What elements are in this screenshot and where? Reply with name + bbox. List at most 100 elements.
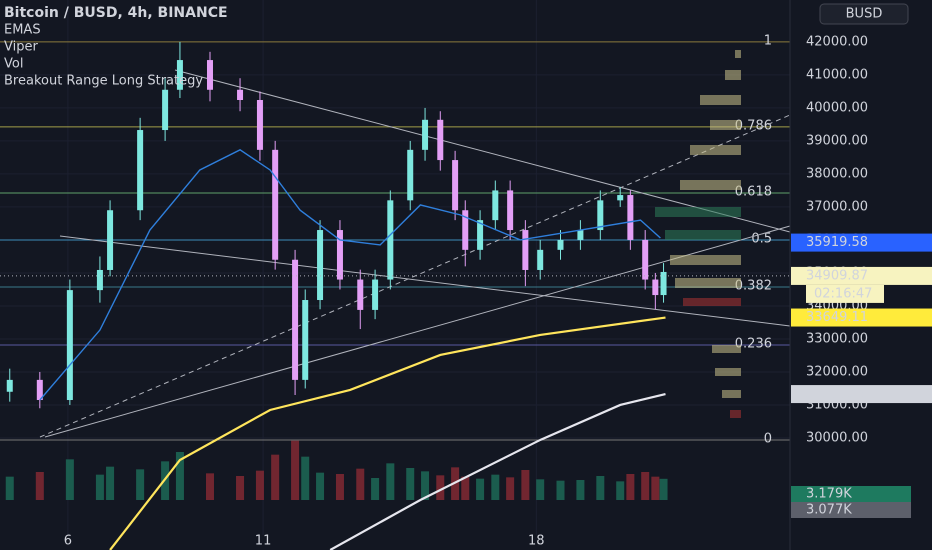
currency-button[interactable]	[819, 3, 909, 25]
fib-label: 0.236	[735, 336, 772, 351]
trend-line	[174, 69, 791, 233]
trend-line	[59, 235, 791, 327]
profile-bar	[680, 180, 741, 190]
candle-body	[407, 149, 414, 201]
legend-item: Vol	[4, 57, 23, 72]
candle-body	[336, 230, 343, 280]
fib-label: 0.786	[735, 118, 772, 133]
profile-bar	[683, 298, 741, 306]
candle-body	[660, 271, 667, 296]
profile-bar	[700, 95, 741, 105]
price-tag-label: 33649.11	[806, 310, 868, 325]
price-tag	[791, 385, 932, 404]
volume-bar	[461, 476, 470, 500]
volume-bar	[35, 472, 44, 500]
volume-bar	[616, 481, 625, 500]
y-tick-label: 33000.00	[806, 331, 868, 346]
candle-body	[372, 279, 379, 310]
candle-body	[462, 210, 469, 250]
volume-bar	[641, 472, 650, 500]
volume-bar	[5, 476, 14, 500]
candle-body	[357, 279, 364, 310]
y-tick-label: 32000.00	[806, 364, 868, 379]
volume-tag-label: 3.179K	[806, 487, 852, 502]
candle-body	[162, 89, 169, 131]
volume-bar	[436, 475, 445, 500]
volume-tag	[791, 486, 911, 502]
volume-tag	[791, 502, 911, 518]
trend-lines	[39, 69, 791, 438]
volume-bar	[205, 473, 214, 500]
indicator-line	[39, 149, 661, 401]
fib-label: 0.382	[735, 278, 772, 293]
profile-bar	[715, 368, 741, 376]
candle-body	[522, 230, 529, 270]
profile-bar	[690, 145, 741, 155]
candle-body	[96, 269, 103, 291]
volume-bar	[536, 479, 545, 500]
candle-body	[256, 100, 263, 150]
candle-body	[597, 200, 604, 231]
profile-bar	[730, 410, 741, 418]
profile-bar	[725, 70, 741, 80]
candle-body	[272, 149, 279, 260]
candle-body	[176, 60, 183, 90]
price-tag	[791, 266, 932, 285]
volume-tag-label: 3.077K	[806, 503, 852, 518]
volume-bar	[476, 478, 485, 500]
candle-body	[507, 190, 514, 231]
x-tick-label: 18	[528, 534, 545, 549]
volume-profile	[655, 50, 741, 418]
volume-bar	[316, 472, 325, 500]
volume-bar	[301, 456, 310, 500]
candle-body	[206, 60, 213, 90]
volume-bar	[335, 474, 344, 500]
candle-body	[577, 230, 584, 240]
profile-bar	[675, 278, 741, 288]
candle-body	[66, 290, 73, 401]
volume-bar	[175, 452, 184, 500]
currency[interactable]: BUSD	[846, 7, 883, 22]
trend-line	[39, 114, 791, 438]
legend-item: EMAS	[4, 23, 41, 38]
fib-label: 1	[764, 33, 772, 48]
volume-bar	[106, 466, 115, 500]
candle-body	[317, 230, 324, 301]
profile-bar	[655, 207, 741, 217]
countdown-bg	[806, 284, 884, 303]
volume-bar	[386, 463, 395, 500]
candle-body	[36, 379, 43, 401]
volume-bar	[506, 477, 515, 500]
price-tag-label: 31330.06	[806, 387, 868, 402]
volume-bar	[491, 474, 500, 500]
trend-line	[44, 225, 791, 438]
volume-bar	[626, 474, 635, 500]
y-tick-label: 41000.00	[806, 67, 868, 82]
profile-bar	[670, 255, 741, 265]
volume-bar	[576, 480, 585, 500]
candle-body	[437, 119, 444, 161]
candle-body	[237, 89, 244, 101]
candle-body	[617, 195, 624, 201]
volume-bar	[291, 440, 300, 500]
candle-body	[452, 160, 459, 211]
volume-bar	[371, 478, 380, 500]
profile-bar	[665, 230, 741, 240]
profile-bar	[735, 50, 741, 58]
candle-body	[137, 130, 144, 211]
volume-bar	[556, 480, 565, 500]
profile-bar	[722, 390, 741, 398]
price-tag	[791, 308, 932, 327]
volume-bar	[659, 478, 668, 500]
plot	[0, 41, 790, 550]
price-tag-label: 34909.87	[806, 268, 868, 283]
volume-bar	[95, 474, 104, 500]
y-tick-label: 40000.00	[806, 100, 868, 115]
volume-bar	[651, 476, 660, 500]
candle-body	[422, 119, 429, 150]
countdown: 02:16:47	[814, 286, 872, 301]
candle-body	[107, 210, 114, 270]
